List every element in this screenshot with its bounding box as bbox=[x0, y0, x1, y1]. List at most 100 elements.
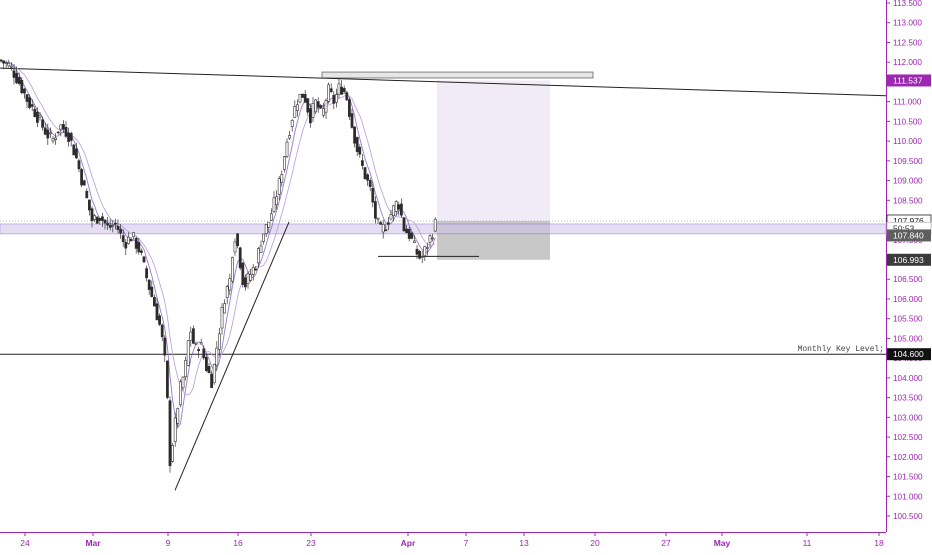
price-label-box bbox=[887, 253, 931, 266]
candle-body bbox=[114, 222, 117, 225]
y-tick-label: 109.000 bbox=[893, 177, 923, 186]
candle-body bbox=[228, 278, 232, 291]
candle-body bbox=[150, 286, 154, 297]
candle-body bbox=[345, 92, 349, 101]
candle-body bbox=[85, 190, 89, 199]
candle-body bbox=[418, 250, 422, 259]
candle-body bbox=[319, 105, 323, 109]
candle-body bbox=[75, 148, 78, 159]
candle-body bbox=[337, 83, 341, 95]
candle-body bbox=[134, 237, 138, 249]
candle-body bbox=[399, 203, 403, 216]
x-tick-label: 11 bbox=[803, 538, 812, 548]
candle-body bbox=[285, 141, 289, 157]
candle-body bbox=[171, 445, 175, 462]
candle-body bbox=[176, 408, 180, 424]
candle-body bbox=[340, 86, 344, 95]
candle-body bbox=[186, 340, 190, 366]
candle-body bbox=[431, 237, 435, 240]
candle-body bbox=[423, 246, 427, 257]
candle-body bbox=[303, 94, 307, 103]
y-tick-label: 100.500 bbox=[893, 512, 923, 521]
candle-body bbox=[231, 257, 234, 282]
upper-trendline bbox=[0, 67, 887, 97]
candle-body bbox=[428, 235, 432, 243]
x-tick-label: 23 bbox=[306, 538, 316, 548]
candle-body bbox=[207, 366, 211, 374]
candle-body bbox=[251, 267, 255, 275]
y-tick-label: 112.000 bbox=[893, 58, 922, 67]
y-tick-label: 101.000 bbox=[893, 492, 923, 501]
price-label-text: 106.993 bbox=[893, 255, 924, 265]
candle-body bbox=[12, 70, 16, 78]
x-tick-label: 13 bbox=[519, 538, 529, 548]
candle-body bbox=[311, 103, 315, 118]
candles-layer bbox=[0, 59, 437, 473]
candle-body bbox=[363, 167, 367, 180]
candle-body bbox=[249, 274, 253, 281]
candle-body bbox=[7, 62, 11, 67]
candle-body bbox=[80, 169, 84, 186]
y-tick-label: 110.500 bbox=[893, 117, 922, 126]
y-tick-label: 102.000 bbox=[893, 453, 923, 462]
candle-body bbox=[241, 262, 245, 285]
candle-body bbox=[108, 224, 112, 228]
candle-body bbox=[262, 233, 266, 242]
candle-body bbox=[25, 94, 29, 102]
candle-body bbox=[95, 216, 99, 224]
candle-body bbox=[46, 129, 50, 139]
candle-body bbox=[61, 124, 65, 130]
candle-body bbox=[88, 199, 91, 211]
candle-body bbox=[269, 213, 273, 221]
candle-body bbox=[202, 348, 206, 359]
x-tick-label: Apr bbox=[401, 538, 416, 548]
y-tick-label: 109.500 bbox=[893, 157, 923, 166]
candle-body bbox=[173, 417, 177, 443]
candle-body bbox=[238, 247, 242, 269]
candle-body bbox=[355, 136, 359, 152]
candle-body bbox=[280, 174, 284, 183]
candle-body bbox=[197, 349, 201, 352]
candle-body bbox=[324, 100, 328, 113]
candle-body bbox=[119, 229, 123, 234]
x-tick-label: May bbox=[714, 538, 731, 548]
candle-body bbox=[379, 222, 383, 225]
candle-body bbox=[93, 215, 97, 220]
target-zone-box bbox=[437, 80, 550, 221]
moving-averages-layer bbox=[0, 60, 436, 428]
y-tick-label: 108.500 bbox=[893, 196, 923, 205]
candle-body bbox=[306, 98, 310, 113]
candle-body bbox=[28, 97, 32, 108]
candle-body bbox=[33, 108, 37, 118]
candle-body bbox=[142, 256, 146, 263]
candle-body bbox=[0, 59, 3, 62]
candle-body bbox=[405, 228, 409, 234]
candle-body bbox=[410, 232, 414, 239]
candle-body bbox=[420, 256, 424, 258]
x-tick-label: 20 bbox=[590, 538, 600, 548]
candle-body bbox=[223, 303, 227, 314]
candle-body bbox=[376, 217, 380, 220]
candle-body bbox=[386, 222, 390, 225]
candle-body bbox=[425, 247, 429, 249]
candle-body bbox=[290, 120, 294, 127]
candle-body bbox=[111, 225, 115, 227]
candle-body bbox=[277, 178, 281, 195]
candle-body bbox=[59, 124, 63, 130]
candle-body bbox=[233, 241, 237, 253]
y-tick-label: 103.000 bbox=[893, 413, 923, 422]
candle-body bbox=[124, 242, 128, 249]
candle-body bbox=[132, 232, 136, 238]
price-label-box bbox=[887, 74, 931, 87]
candle-body bbox=[69, 132, 73, 141]
candle-body bbox=[155, 303, 159, 321]
y-tick-label: 105.500 bbox=[893, 315, 923, 324]
candle-body bbox=[275, 196, 279, 206]
candle-body bbox=[368, 180, 372, 187]
candle-body bbox=[267, 221, 271, 228]
y-tick-label: 112.500 bbox=[893, 38, 922, 47]
candle-body bbox=[166, 360, 169, 398]
candle-body bbox=[51, 138, 55, 142]
